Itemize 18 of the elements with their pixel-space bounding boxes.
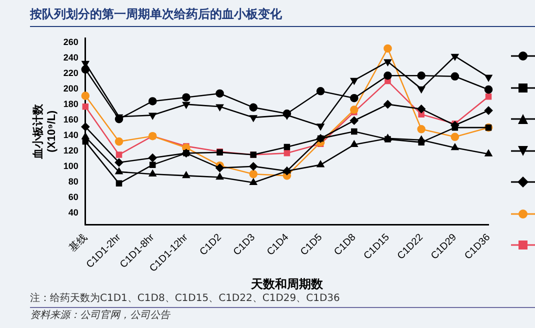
y-tick-label: 80 — [68, 176, 78, 186]
text: 资料来源：公司官网，公司公告 — [30, 307, 535, 324]
y-axis-title: 血小板计数 (X10⁹/L) — [32, 102, 58, 160]
x-tick-label: 基线 — [66, 231, 90, 254]
y-tick-label: 180 — [63, 98, 78, 109]
x-axis-title: 天数和周期数 — [250, 277, 324, 292]
text: 注：给药天数为C1D1、C1D8、C1D15、C1D22、C1D29、C1D36 — [30, 292, 341, 306]
chart-title: 按队列划分的第一周期单次给药后的血小板变化 — [30, 6, 535, 27]
y-tick-label: 140 — [63, 130, 78, 140]
y-tick-label: 260 — [63, 36, 78, 47]
y-tick-label: 60 — [68, 192, 78, 202]
y-tick-label: 100 — [63, 160, 78, 171]
y-tick-label: 160 — [63, 114, 78, 124]
y-tick-label: 40 — [68, 207, 78, 218]
y-tick-label: 200 — [63, 83, 78, 94]
y-tick-label: 220 — [63, 68, 78, 78]
y-tick-label: 120 — [63, 145, 78, 156]
y-tick-label: 240 — [63, 52, 78, 62]
